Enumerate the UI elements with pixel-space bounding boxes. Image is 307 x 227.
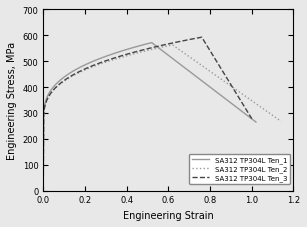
SA312 TP304L Ten_3 <box>79 70 83 73</box>
SA312 TP304L Ten_3 <box>200 37 204 39</box>
SA312 TP304L Ten_2 <box>219 78 223 81</box>
SA312 TP304L Ten_2 <box>171 44 174 47</box>
SA312 TP304L Ten_1 <box>169 57 173 59</box>
Y-axis label: Engineering Stress, MPa: Engineering Stress, MPa <box>7 42 17 159</box>
SA312 TP304L Ten_1 <box>200 80 204 83</box>
SA312 TP304L Ten_1 <box>150 42 154 45</box>
SA312 TP304L Ten_1 <box>254 121 258 124</box>
SA312 TP304L Ten_2 <box>84 69 88 71</box>
SA312 TP304L Ten_1 <box>216 92 220 95</box>
SA312 TP304L Ten_1 <box>123 49 126 52</box>
SA312 TP304L Ten_3 <box>166 43 170 46</box>
X-axis label: Engineering Strain: Engineering Strain <box>123 210 214 220</box>
SA312 TP304L Ten_1 <box>41 190 45 192</box>
SA312 TP304L Ten_2 <box>279 120 283 123</box>
SA312 TP304L Ten_3 <box>177 41 181 44</box>
SA312 TP304L Ten_3 <box>250 118 254 121</box>
Line: SA312 TP304L Ten_1: SA312 TP304L Ten_1 <box>43 43 256 191</box>
SA312 TP304L Ten_1 <box>80 66 84 69</box>
SA312 TP304L Ten_3 <box>41 190 45 192</box>
SA312 TP304L Ten_2 <box>184 54 188 57</box>
SA312 TP304L Ten_3 <box>213 58 216 60</box>
SA312 TP304L Ten_2 <box>132 53 136 56</box>
Line: SA312 TP304L Ten_2: SA312 TP304L Ten_2 <box>43 46 281 191</box>
SA312 TP304L Ten_1 <box>180 65 184 67</box>
Legend: SA312 TP304L Ten_1, SA312 TP304L Ten_2, SA312 TP304L Ten_3: SA312 TP304L Ten_1, SA312 TP304L Ten_2, … <box>189 154 290 184</box>
SA312 TP304L Ten_2 <box>41 190 45 192</box>
SA312 TP304L Ten_2 <box>237 91 241 94</box>
Line: SA312 TP304L Ten_3: SA312 TP304L Ten_3 <box>43 38 252 191</box>
SA312 TP304L Ten_3 <box>197 37 201 40</box>
SA312 TP304L Ten_2 <box>196 62 200 65</box>
SA312 TP304L Ten_3 <box>121 55 125 57</box>
